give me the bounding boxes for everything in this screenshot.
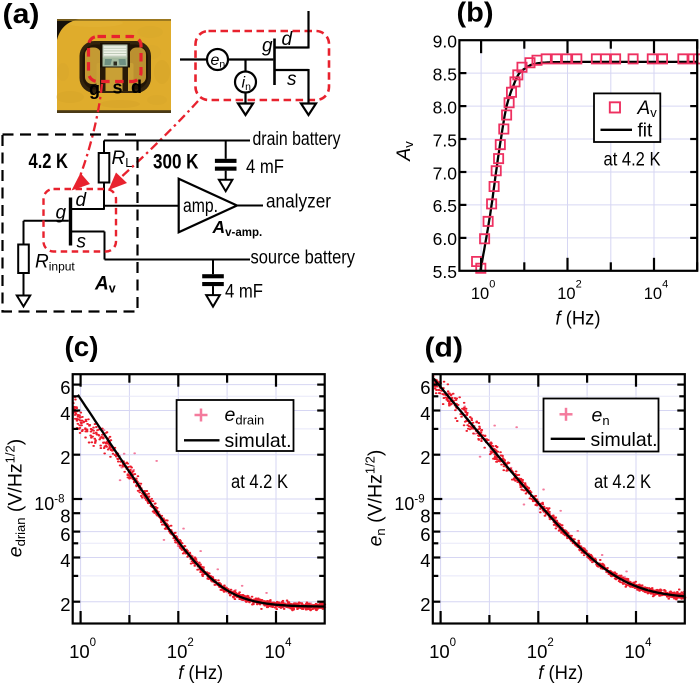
svg-text:7.5: 7.5: [433, 130, 457, 150]
svg-text:edrain: edrain: [225, 404, 265, 428]
svg-text:at 4.2 K: at 4.2 K: [231, 472, 288, 493]
svg-text:5.5: 5.5: [433, 262, 457, 282]
svg-text:4: 4: [420, 550, 430, 571]
svg-text:at 4.2 K: at 4.2 K: [594, 472, 651, 493]
svg-text:s: s: [287, 69, 297, 90]
svg-text:s: s: [77, 232, 87, 253]
svg-text:(c): (c): [65, 331, 99, 362]
svg-text:drain battery: drain battery: [253, 129, 341, 150]
svg-text:d: d: [282, 29, 294, 50]
svg-text:8.0: 8.0: [433, 97, 458, 117]
svg-text:s: s: [113, 78, 123, 98]
svg-text:f (Hz): f (Hz): [178, 662, 223, 684]
svg-text:6: 6: [60, 524, 70, 545]
svg-text:8: 8: [420, 506, 430, 527]
svg-text:g: g: [262, 36, 273, 57]
svg-text:Av-amp.: Av-amp.: [212, 217, 263, 239]
svg-text:2: 2: [60, 594, 70, 615]
svg-text:6: 6: [60, 377, 70, 398]
svg-text:102: 102: [167, 637, 194, 662]
svg-text:8.5: 8.5: [433, 64, 457, 84]
svg-text:6.0: 6.0: [433, 229, 458, 249]
svg-text:8: 8: [60, 506, 70, 527]
svg-text:4 mF: 4 mF: [246, 157, 284, 178]
svg-text:in: in: [242, 75, 252, 94]
svg-text:Rinput: Rinput: [35, 252, 75, 274]
svg-text:f (Hz): f (Hz): [538, 662, 583, 684]
svg-text:analyzer: analyzer: [266, 192, 332, 213]
svg-text:104: 104: [644, 279, 668, 304]
svg-text:d: d: [76, 190, 88, 211]
svg-text:100: 100: [69, 637, 96, 662]
svg-text:en (V/Hz1/2): en (V/Hz1/2): [363, 450, 389, 547]
svg-text:source battery: source battery: [251, 248, 356, 269]
svg-text:100: 100: [429, 637, 456, 662]
svg-text:RL: RL: [112, 148, 133, 170]
svg-text:f (Hz): f (Hz): [556, 308, 601, 330]
svg-text:2: 2: [60, 447, 70, 468]
svg-text:Av: Av: [94, 274, 116, 296]
svg-text:Av: Av: [393, 141, 416, 162]
svg-text:d: d: [131, 77, 142, 97]
svg-text:(b): (b): [457, 0, 494, 28]
svg-text:4: 4: [420, 403, 430, 424]
svg-text:edrian (V/Hz1/2): edrian (V/Hz1/2): [3, 439, 29, 558]
svg-text:at 4.2 K: at 4.2 K: [604, 150, 661, 171]
svg-text:2: 2: [420, 594, 430, 615]
svg-text:104: 104: [625, 637, 653, 662]
svg-text:9.0: 9.0: [433, 32, 458, 52]
svg-text:102: 102: [527, 637, 554, 662]
svg-text:102: 102: [557, 279, 581, 304]
svg-text:104: 104: [265, 637, 293, 662]
svg-text:g: g: [89, 79, 100, 99]
svg-text:6.5: 6.5: [433, 196, 457, 216]
svg-text:300 K: 300 K: [153, 151, 199, 174]
svg-text:simulat.: simulat.: [591, 429, 658, 451]
svg-text:simulat.: simulat.: [225, 430, 292, 452]
svg-text:g: g: [56, 203, 67, 224]
svg-text:6: 6: [420, 377, 430, 398]
svg-text:4: 4: [60, 403, 70, 424]
svg-text:7.0: 7.0: [433, 163, 458, 183]
svg-text:4: 4: [60, 550, 70, 571]
svg-text:(d): (d): [425, 332, 464, 363]
svg-text:amp.: amp.: [183, 196, 218, 217]
svg-text:fit: fit: [638, 121, 654, 142]
svg-text:2: 2: [420, 447, 430, 468]
svg-text:en: en: [592, 405, 610, 429]
svg-text:4 mF: 4 mF: [225, 282, 263, 303]
svg-text:4.2 K: 4.2 K: [29, 150, 69, 173]
svg-text:6: 6: [420, 524, 430, 545]
svg-text:100: 100: [471, 279, 495, 304]
svg-text:(a): (a): [3, 0, 40, 29]
